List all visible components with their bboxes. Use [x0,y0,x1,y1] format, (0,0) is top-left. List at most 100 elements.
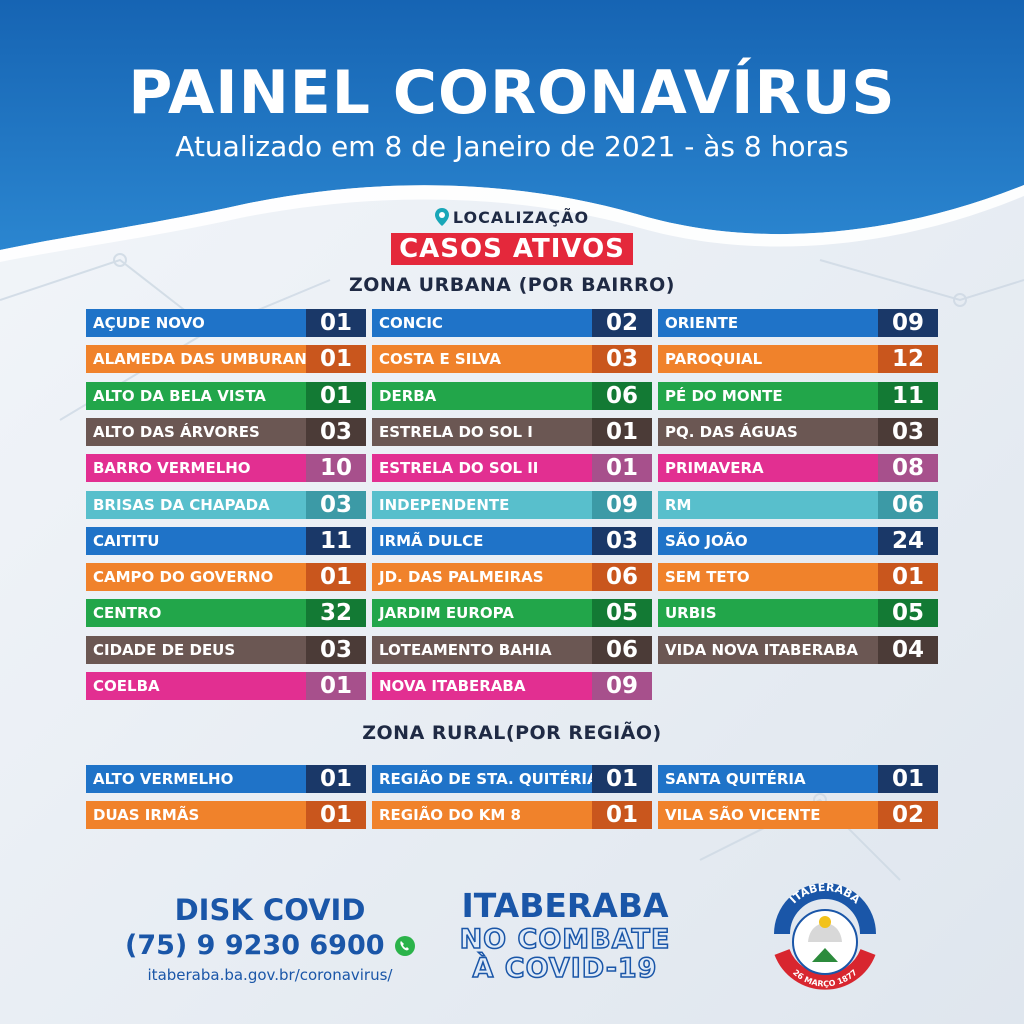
location-pin-icon [434,208,449,226]
row-count: 06 [592,563,652,592]
urban-row: CONCIC 02 [372,309,652,337]
svg-text:ITABERABA: ITABERABA [787,881,863,907]
rural-zone-title: ZONA RURAL(POR REGIÃO) [362,722,662,744]
row-name: CIDADE DE DEUS [86,635,306,664]
row-count: 03 [306,635,366,664]
row-name: JD. DAS PALMEIRAS [372,563,592,592]
urban-row: ESTRELA DO SOL II 01 [372,454,652,483]
row-name: PAROQUIAL [658,345,878,374]
urban-row: PQ. DAS ÁGUAS 03 [658,417,938,446]
row-name: VIDA NOVA ITABERABA [658,635,878,664]
urban-row: COSTA E SILVA 03 [372,345,652,374]
row-count: 06 [878,490,938,519]
row-name: IRMÃ DULCE [372,526,592,555]
location-text: LOCALIZAÇÃO [452,208,590,227]
row-count: 01 [306,345,366,374]
urban-row: PRIMAVERA 08 [658,454,938,483]
urban-row: VIDA NOVA ITABERABA 04 [658,635,938,664]
active-cases-badge: CASOS ATIVOS [391,233,633,265]
row-name: DERBA [372,381,592,410]
row-name: ALTO VERMELHO [86,765,306,793]
urban-row: ESTRELA DO SOL I 01 [372,417,652,446]
row-name: RM [658,490,878,519]
phone-number: (75) 9 9230 6900 [125,930,415,961]
urban-row: COELBA 01 [86,672,366,700]
row-name: ALTO DAS ÁRVORES [86,417,306,446]
row-name: ESTRELA DO SOL I [372,417,592,446]
urban-row: URBIS 05 [658,599,938,628]
urban-row: DERBA 06 [372,381,652,410]
urban-row: INDEPENDENTE 09 [372,490,652,519]
row-name: ALAMEDA DAS UMBURANAS [86,345,306,374]
row-count: 09 [592,490,652,519]
row-count: 03 [306,417,366,446]
row-count: 05 [592,599,652,628]
row-name: PRIMAVERA [658,454,878,483]
row-name: REGIÃO DE STA. QUITÉRIA [372,765,592,793]
row-name: SANTA QUITÉRIA [658,765,878,793]
row-count: 02 [592,309,652,337]
row-name: PÉ DO MONTE [658,381,878,410]
urban-zone-title: ZONA URBANA (POR BAIRRO) [349,274,675,296]
row-count: 24 [878,526,938,555]
row-count: 02 [878,801,938,829]
urban-row: AÇUDE NOVO 01 [86,309,366,337]
row-count: 03 [878,417,938,446]
city-seal-logo: ITABERABA 26 MARÇO 1877 [774,881,876,990]
urban-row: CENTRO 32 [86,599,366,628]
location-label: LOCALIZAÇÃO [0,208,1024,227]
row-name: JARDIM EUROPA [372,599,592,628]
disk-covid-label: DISK COVID [174,893,366,927]
row-count: 09 [592,672,652,700]
whatsapp-icon [394,936,415,956]
urban-row: SÃO JOÃO 24 [658,526,938,555]
urban-row: BARRO VERMELHO 10 [86,454,366,483]
urban-row: ALTO DAS ÁRVORES 03 [86,417,366,446]
urban-row: ORIENTE 09 [658,309,938,337]
urban-row: ALTO DA BELA VISTA 01 [86,381,366,410]
row-count: 12 [878,345,938,374]
row-count: 01 [306,672,366,700]
row-name: SEM TETO [658,563,878,592]
row-count: 06 [592,635,652,664]
rural-row: ALTO VERMELHO 01 [86,765,366,793]
row-name: DUAS IRMÃS [86,801,306,829]
row-name: CONCIC [372,309,592,337]
urban-row: CAMPO DO GOVERNO 01 [86,563,366,592]
row-count: 01 [878,765,938,793]
row-name: BARRO VERMELHO [86,454,306,483]
rural-row: REGIÃO DO KM 8 01 [372,801,652,829]
row-count: 01 [306,309,366,337]
row-count: 11 [306,526,366,555]
row-count: 04 [878,635,938,664]
urban-row: CIDADE DE DEUS 03 [86,635,366,664]
website-link[interactable]: itaberaba.ba.gov.br/coronavirus/ [147,966,393,984]
row-name: VILA SÃO VICENTE [658,801,878,829]
urban-row: JD. DAS PALMEIRAS 06 [372,563,652,592]
row-name: ORIENTE [658,309,878,337]
row-name: INDEPENDENTE [372,490,592,519]
urban-row: SEM TETO 01 [658,563,938,592]
rural-row: VILA SÃO VICENTE 02 [658,801,938,829]
row-count: 01 [306,765,366,793]
campaign-line-2: À COVID-19 [472,952,658,985]
row-name: COSTA E SILVA [372,345,592,374]
row-count: 01 [878,563,938,592]
row-count: 08 [878,454,938,483]
row-count: 01 [592,417,652,446]
phone-text: (75) 9 9230 6900 [125,930,385,961]
row-name: URBIS [658,599,878,628]
rural-row: SANTA QUITÉRIA 01 [658,765,938,793]
row-count: 06 [592,381,652,410]
row-count: 01 [592,801,652,829]
row-name: CAMPO DO GOVERNO [86,563,306,592]
row-count: 01 [306,381,366,410]
page-title: PAINEL CORONAVÍRUS [128,58,896,128]
row-count: 01 [306,801,366,829]
row-count: 11 [878,381,938,410]
row-count: 32 [306,599,366,628]
urban-row: JARDIM EUROPA 05 [372,599,652,628]
row-name: PQ. DAS ÁGUAS [658,417,878,446]
row-count: 01 [592,454,652,483]
row-name: REGIÃO DO KM 8 [372,801,592,829]
